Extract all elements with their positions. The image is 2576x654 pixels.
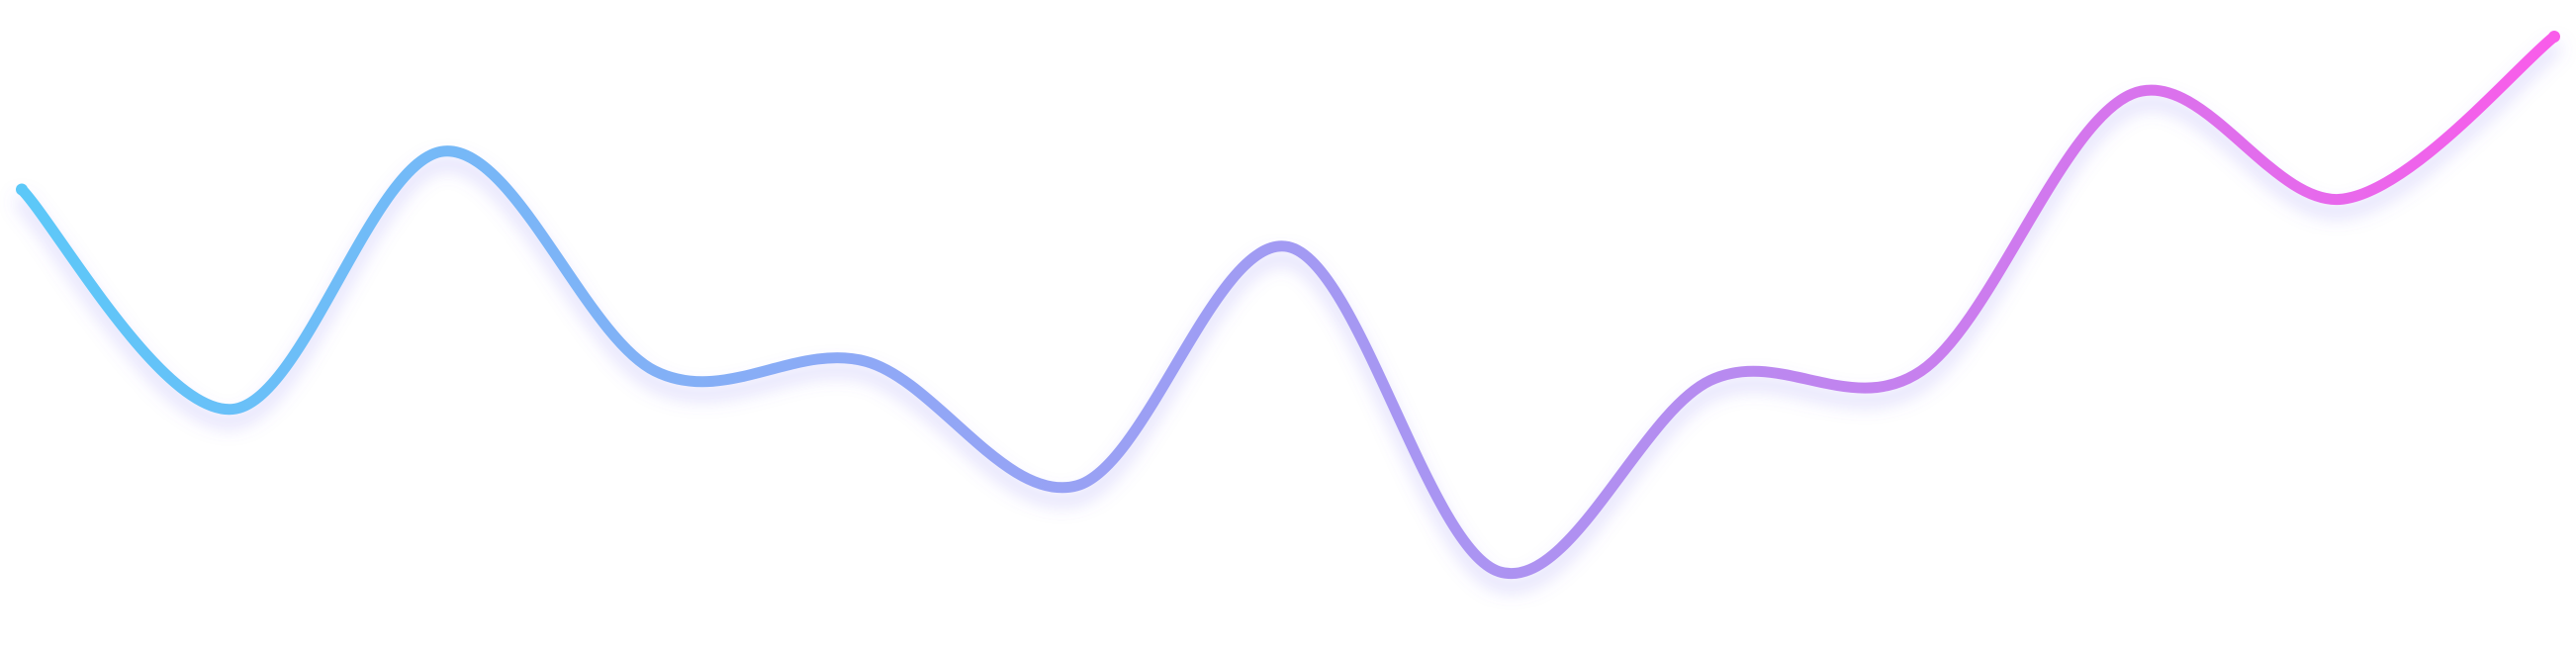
series-group xyxy=(16,31,2560,580)
data-point xyxy=(16,183,28,196)
series-line xyxy=(16,31,2560,580)
data-point xyxy=(2548,30,2560,43)
points-group xyxy=(16,30,2560,196)
